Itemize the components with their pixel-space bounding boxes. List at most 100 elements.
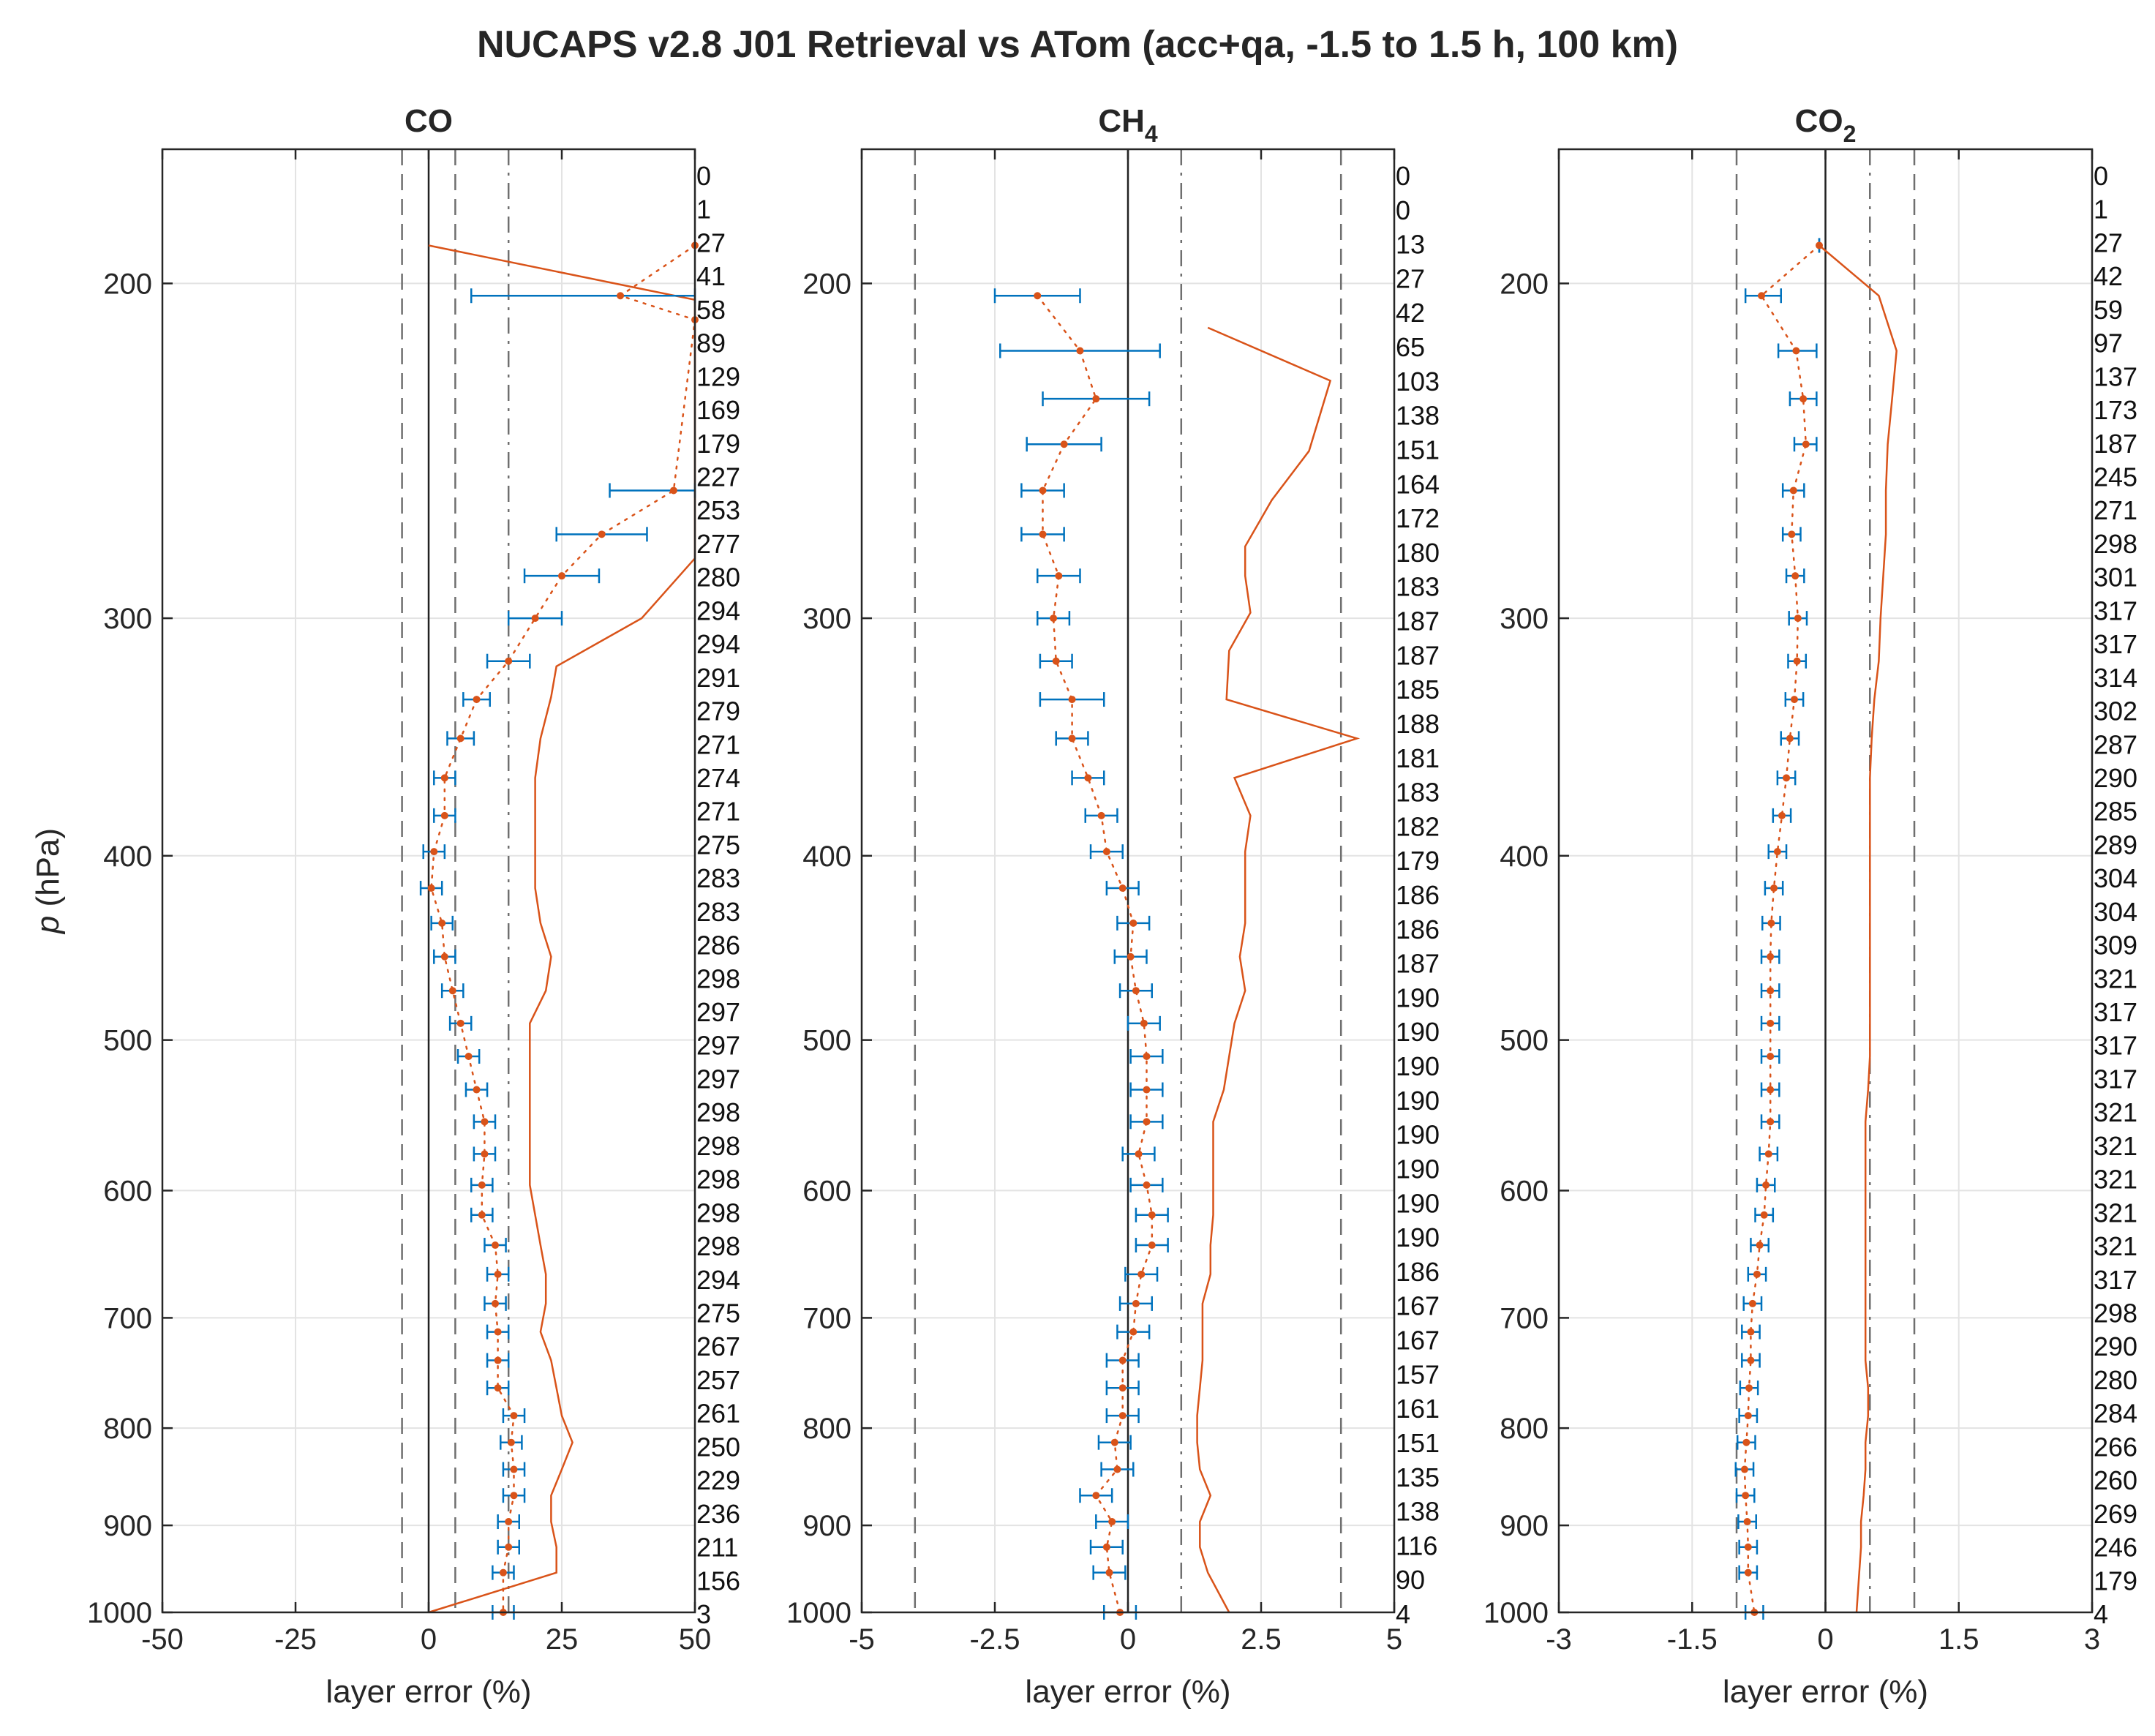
- bias-point: [1802, 440, 1810, 448]
- sample-count-label: 190: [1396, 1051, 1440, 1081]
- sample-count-label: 280: [2094, 1365, 2137, 1395]
- sample-count-label: 180: [1396, 538, 1440, 568]
- sample-count-label: 167: [1396, 1291, 1440, 1321]
- co2-panel: -3 -1.5 0 1.5 3 200 300 400 500 600 700 800 900 1000 0…: [1483, 103, 2137, 1710]
- sample-count-label: 90: [1396, 1565, 1425, 1595]
- panel-title-main: CO: [1795, 103, 1843, 139]
- bias-point: [1767, 1019, 1775, 1027]
- sample-count-label: 321: [2094, 1231, 2137, 1261]
- x-tick-label: 50: [679, 1623, 712, 1656]
- sample-count-label: 135: [1396, 1462, 1440, 1492]
- y-tick-label: 800: [103, 1413, 152, 1445]
- sample-count-label: 151: [1396, 435, 1440, 465]
- y-tick-label: 700: [1500, 1302, 1549, 1334]
- sample-count-label: 317: [2094, 1265, 2137, 1295]
- sample-count-label: 65: [1396, 332, 1425, 362]
- bias-point: [1788, 530, 1796, 538]
- y-tick-label: 500: [802, 1025, 851, 1057]
- bias-point: [1778, 811, 1786, 819]
- sample-count-label: 27: [696, 228, 726, 258]
- sample-count-label: 129: [696, 361, 740, 391]
- bias-point: [1799, 395, 1808, 403]
- panel-title-subscript: 4: [1145, 121, 1158, 147]
- bias-point: [505, 1543, 513, 1551]
- bias-point: [456, 734, 465, 743]
- bias-point: [1744, 1568, 1752, 1577]
- sample-count-label: 266: [2094, 1432, 2137, 1462]
- bias-point: [1050, 615, 1058, 623]
- y-tick-label: 300: [103, 603, 152, 635]
- y-tick-label: 500: [1500, 1025, 1549, 1057]
- sample-count-label: 317: [2094, 1031, 2137, 1061]
- sample-count-label: 190: [1396, 1222, 1440, 1252]
- y-tick-label: 500: [103, 1025, 152, 1057]
- sample-count-label: 294: [696, 629, 740, 659]
- bias-point: [1747, 1328, 1755, 1336]
- co-panel: -50 -25 0 25 50 200 300 400 500 600 700 800 900 1000 0…: [30, 103, 740, 1710]
- y-tick-label: 700: [103, 1302, 152, 1334]
- sample-count-label: 41: [696, 261, 726, 291]
- bias-point: [1118, 1412, 1127, 1420]
- sample-count-label: 103: [1396, 367, 1440, 397]
- bias-point: [558, 572, 565, 580]
- sample-count-label: 317: [2094, 1064, 2137, 1094]
- bias-point: [1118, 1356, 1127, 1364]
- y-tick-label: 700: [802, 1302, 851, 1334]
- sample-count-label: 253: [696, 495, 740, 525]
- bias-point: [1756, 1241, 1764, 1250]
- bias-point: [492, 1241, 499, 1250]
- sample-count-label: 97: [2094, 328, 2123, 358]
- bias-point: [1039, 530, 1047, 538]
- bias-point: [1791, 572, 1799, 580]
- sample-count-label: 302: [2094, 696, 2137, 726]
- bias-point: [1102, 1543, 1110, 1551]
- bias-point: [1767, 1086, 1775, 1094]
- x-tick-label: 0: [421, 1623, 437, 1656]
- bias-point: [510, 1465, 518, 1473]
- panel-title: CO2: [1795, 103, 1857, 147]
- panel-title: CH4: [1098, 103, 1158, 147]
- sample-count-label: 250: [696, 1432, 740, 1462]
- sample-count-label: 290: [2094, 1331, 2137, 1361]
- bias-point: [1068, 734, 1076, 743]
- bias-point: [531, 615, 539, 623]
- bias-point: [510, 1492, 518, 1500]
- bias-point: [473, 696, 481, 704]
- bias-point: [440, 774, 448, 782]
- bias-point: [1034, 292, 1042, 300]
- sample-count-label: 297: [696, 1031, 740, 1061]
- sample-count-label: 246: [2094, 1533, 2137, 1563]
- x-tick-label: -3: [1546, 1623, 1572, 1656]
- sample-count-label: 275: [696, 830, 740, 860]
- bias-point: [494, 1356, 502, 1364]
- sample-count-label: 116: [1396, 1530, 1437, 1560]
- bias-point: [1767, 1052, 1775, 1060]
- bias-point: [669, 486, 677, 495]
- sample-count-label: 190: [1396, 1120, 1440, 1150]
- sample-count-label: 27: [2094, 228, 2123, 258]
- sample-count-label: 181: [1396, 743, 1440, 773]
- bias-point: [427, 884, 435, 893]
- sample-count-label: 161: [1396, 1394, 1440, 1424]
- panel-title: CO: [405, 103, 453, 139]
- bias-point: [1143, 1118, 1151, 1126]
- bias-point: [1084, 774, 1092, 782]
- sample-count-label: 182: [1396, 811, 1440, 841]
- bias-point: [1767, 987, 1775, 995]
- x-axis-label: layer error (%): [326, 1674, 531, 1710]
- sample-count-label: 283: [696, 863, 740, 893]
- sample-count-label: 4: [1396, 1599, 1410, 1629]
- bias-point: [1105, 1568, 1113, 1577]
- sample-count-label: 317: [2094, 629, 2137, 659]
- x-axis-label: layer error (%): [1723, 1674, 1928, 1710]
- ch4-panel: -5 -2.5 0 2.5 520030040050060070080090010000…: [786, 103, 1440, 1710]
- bias-line: [1743, 244, 1821, 1614]
- bias-point: [1744, 1543, 1752, 1551]
- bias-point: [1783, 774, 1791, 782]
- bias-point: [1758, 292, 1766, 300]
- bias-point: [598, 530, 606, 538]
- bias-point: [1127, 952, 1135, 961]
- bias-point: [1092, 395, 1100, 403]
- sample-count-label: 167: [1396, 1326, 1440, 1356]
